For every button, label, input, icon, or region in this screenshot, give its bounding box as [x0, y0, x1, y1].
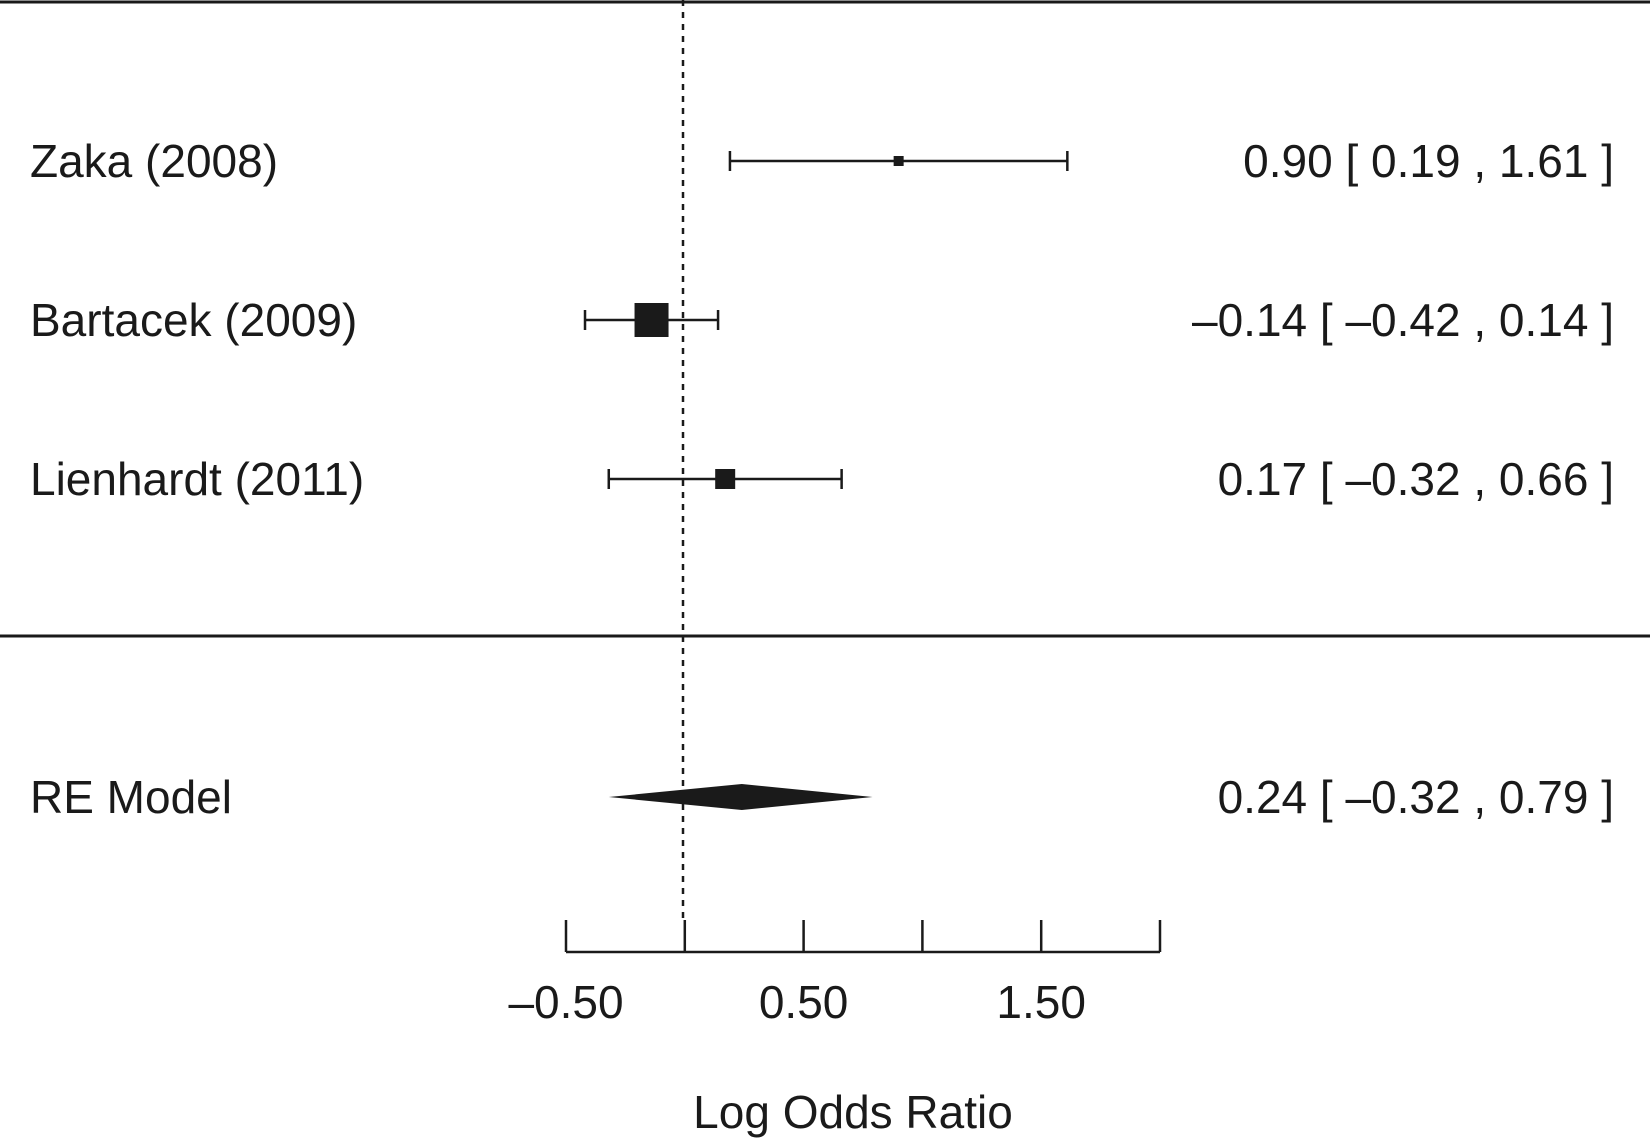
x-axis-label: Log Odds Ratio — [693, 1086, 1013, 1138]
summary-row: RE Model 0.24 [ –0.32 , 0.79 ] — [30, 771, 1614, 823]
x-tick-label: 1.50 — [996, 976, 1086, 1028]
summary-estimate-text: 0.24 [ –0.32 , 0.79 ] — [1218, 771, 1614, 823]
summary-label: RE Model — [30, 771, 232, 823]
study-rows: Zaka (2008) 0.90 [ 0.19 , 1.61 ] Bartacek … — [30, 135, 1614, 505]
x-axis: –0.50 0.50 1.50 — [508, 920, 1162, 1028]
study-label: Lienhardt (2011) — [30, 453, 364, 505]
effect-size-square — [715, 469, 736, 489]
effect-size-square — [634, 303, 669, 337]
effect-estimate-text: 0.17 [ –0.32 , 0.66 ] — [1218, 453, 1614, 505]
effect-size-square — [893, 156, 904, 166]
study-label: Zaka (2008) — [30, 135, 278, 187]
study-row: Zaka (2008) 0.90 [ 0.19 , 1.61 ] — [30, 135, 1614, 187]
effect-estimate-text: –0.14 [ –0.42 , 0.14 ] — [1192, 294, 1614, 346]
x-tick-label: 0.50 — [759, 976, 849, 1028]
x-tick-label: –0.50 — [508, 976, 623, 1028]
summary-effect-diamond — [608, 784, 873, 810]
study-label: Bartacek (2009) — [30, 294, 357, 346]
effect-estimate-text: 0.90 [ 0.19 , 1.61 ] — [1243, 135, 1614, 187]
study-row: Bartacek (2009) –0.14 [ –0.42 , 0.14 ] — [30, 294, 1614, 346]
study-row: Lienhardt (2011) 0.17 [ –0.32 , 0.66 ] — [30, 453, 1614, 505]
